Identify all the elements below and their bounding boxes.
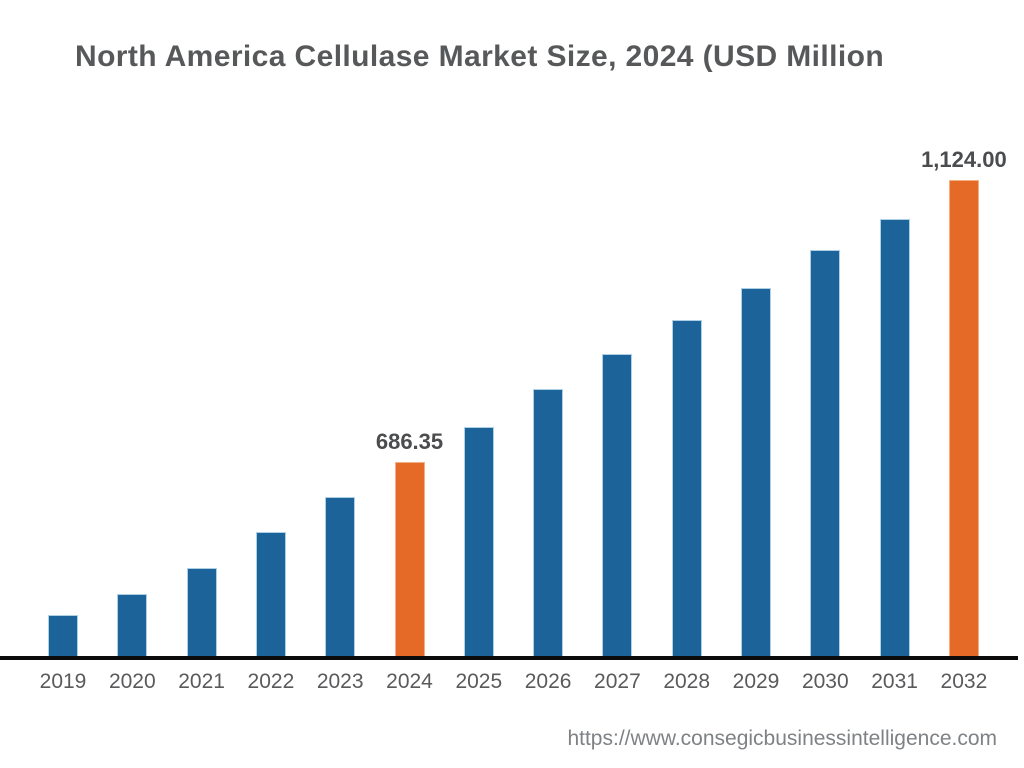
x-axis-ticks: 2019 2020 2021 2022 2023 2024 2025 2026 2027 2028…	[40, 670, 988, 700]
x-axis-line	[0, 656, 1018, 660]
data-label-2032: 1,124.00	[921, 147, 1007, 172]
x-tick-2019: 2019	[39, 670, 87, 693]
bar-2019	[48, 615, 78, 656]
bar-2032: 1,124.00	[921, 147, 1007, 656]
bar-2027	[602, 354, 633, 656]
x-tick-2021: 2021	[178, 670, 225, 693]
x-tick-2022: 2022	[247, 670, 295, 693]
data-label-2024: 686.35	[375, 429, 444, 454]
bar-2023	[325, 497, 356, 656]
bar-plot-area: 686.35 1,124.00	[48, 0, 1007, 656]
bar-2024: 686.35	[376, 429, 443, 656]
bar-2022	[255, 532, 286, 656]
x-tick-2032: 2032	[940, 670, 988, 693]
bar-2030	[810, 250, 841, 656]
bar-2031	[879, 219, 910, 656]
x-tick-2030: 2030	[801, 670, 849, 693]
x-tick-2029: 2029	[732, 670, 780, 693]
bar-2021	[186, 568, 217, 656]
x-tick-2031: 2031	[871, 670, 918, 693]
x-tick-2025: 2025	[455, 670, 503, 693]
x-tick-2020: 2020	[108, 670, 156, 693]
bar-2020	[117, 594, 148, 656]
bar-2028	[671, 320, 702, 656]
chart-title: North America Cellulase Market Size, 202…	[75, 40, 885, 73]
source-url: https://www.consegicbusinessintelligence…	[567, 727, 997, 750]
x-tick-2026: 2026	[524, 670, 572, 693]
x-tick-2028: 2028	[663, 670, 711, 693]
bar-2029	[741, 288, 771, 656]
bar-2026	[533, 389, 564, 656]
x-tick-2023: 2023	[316, 670, 364, 693]
x-tick-2024: 2024	[386, 670, 433, 693]
bar-2025	[463, 427, 494, 656]
x-tick-2027: 2027	[594, 670, 641, 693]
